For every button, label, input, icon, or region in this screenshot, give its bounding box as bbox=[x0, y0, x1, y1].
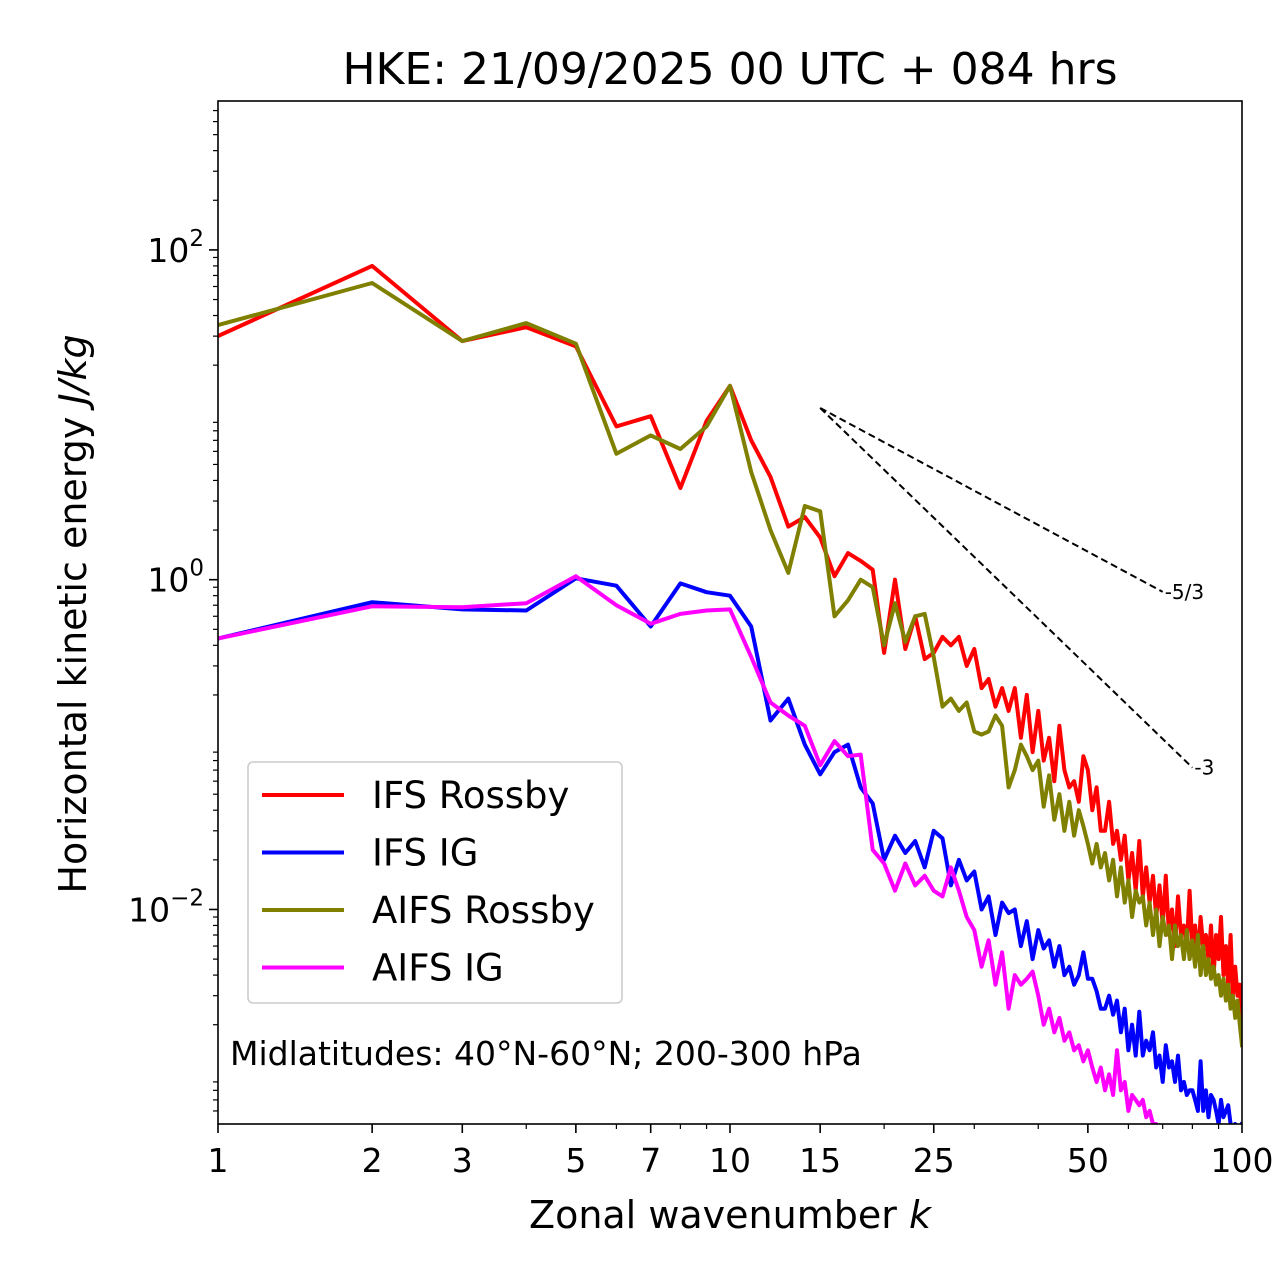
reference-slope-line bbox=[819, 407, 1164, 593]
x-tick-label: 10 bbox=[709, 1141, 751, 1180]
legend: IFS Rossby IFS IG AIFS Rossby AIFS IG bbox=[247, 761, 623, 1004]
y-axis-ticks: 102 100 10−2 bbox=[128, 226, 218, 929]
x-tick-label: 3 bbox=[452, 1141, 473, 1180]
x-axis-ticks: 1 2 3 5 7 10 15 25 50 100 bbox=[208, 1124, 1274, 1180]
x-tick-label: 1 bbox=[208, 1141, 229, 1180]
series-lines bbox=[218, 263, 1242, 1124]
x-axis-label-text: Zonal wavenumber bbox=[529, 1193, 897, 1237]
y-axis-label: Horizontal kinetic energy J/kg bbox=[51, 334, 95, 893]
y-axis-unit: J/kg bbox=[51, 334, 95, 411]
reference-slope-label: -3 bbox=[1194, 756, 1214, 780]
x-tick-label: 2 bbox=[362, 1141, 383, 1180]
y-tick-label: 100 bbox=[147, 556, 204, 600]
chart-title: HKE: 21/09/2025 00 UTC + 084 hrs bbox=[342, 44, 1117, 95]
series-aifs-ig bbox=[218, 574, 1159, 1124]
legend-label: AIFS IG bbox=[372, 947, 504, 990]
y-axis-label-text: Horizontal kinetic energy bbox=[51, 417, 95, 894]
x-tick-label: 5 bbox=[565, 1141, 586, 1180]
x-tick-label: 50 bbox=[1067, 1141, 1109, 1180]
legend-label: IFS IG bbox=[372, 832, 478, 875]
reference-slope-label: -5/3 bbox=[1165, 580, 1204, 604]
legend-label: AIFS Rossby bbox=[372, 889, 595, 932]
reference-slope-line bbox=[819, 407, 1194, 769]
series-ifs-rossby bbox=[218, 263, 1242, 1027]
legend-box bbox=[247, 761, 623, 1004]
series-ifs-ig bbox=[218, 576, 1242, 1124]
series-aifs-rossby bbox=[218, 281, 1242, 1048]
y-tick-label: 102 bbox=[147, 226, 204, 270]
x-tick-label: 25 bbox=[913, 1141, 955, 1180]
legend-label: IFS Rossby bbox=[372, 774, 569, 817]
x-tick-label: 100 bbox=[1211, 1141, 1274, 1180]
x-axis-label: Zonal wavenumber k bbox=[529, 1193, 933, 1237]
reference-slopes: -5/3 -3 bbox=[819, 407, 1214, 780]
x-tick-label: 7 bbox=[640, 1141, 661, 1180]
y-tick-label: 10−2 bbox=[128, 885, 204, 929]
region-annotation: Midlatitudes: 40°N-60°N; 200-300 hPa bbox=[230, 1034, 862, 1073]
x-axis-variable: k bbox=[909, 1193, 933, 1237]
x-tick-label: 15 bbox=[799, 1141, 841, 1180]
